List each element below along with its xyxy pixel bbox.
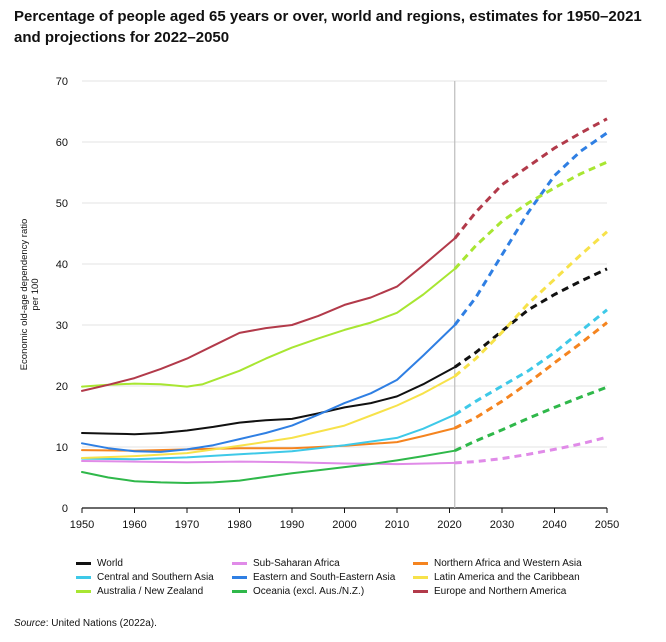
legend-swatch: [413, 561, 428, 565]
y-tick-label: 50: [56, 198, 68, 210]
y-tick-label: 10: [56, 442, 68, 454]
x-tick-label: 2030: [490, 519, 514, 531]
source-text: : United Nations (2022a).: [45, 618, 157, 629]
legend-label: Northern Africa and Western Asia: [434, 557, 582, 569]
legend-item: Central and Southern Asia: [76, 571, 232, 583]
series-line-eastern-and-south-eastern-asia: [81, 324, 456, 453]
y-tick-label: 70: [56, 76, 68, 88]
legend-item: Latin America and the Caribbean: [413, 571, 623, 583]
legend-swatch: [232, 561, 247, 565]
x-tick-label: 2020: [437, 519, 461, 531]
legend-item: Northern Africa and Western Asia: [413, 557, 623, 569]
legend-label: Europe and Northern America: [434, 585, 567, 597]
legend-item: Europe and Northern America: [413, 585, 623, 597]
series-projection-eastern-and-south-eastern-asia: [453, 131, 608, 326]
x-tick-label: 1990: [280, 519, 304, 531]
legend-swatch: [76, 561, 91, 565]
x-tick-label: 1960: [122, 519, 146, 531]
series-projection-sub-saharan-africa: [454, 435, 608, 465]
x-tick-label: 2050: [595, 519, 619, 531]
legend-item: Oceania (excl. Aus./N.Z.): [232, 585, 413, 597]
legend-item: World: [76, 557, 232, 569]
legend-item: Australia / New Zealand: [76, 585, 232, 597]
legend-item: Sub-Saharan Africa: [232, 557, 413, 569]
series-projection-australia-new-zealand: [453, 160, 608, 270]
legend-label: Central and Southern Asia: [97, 571, 214, 583]
legend-swatch: [413, 589, 428, 593]
legend-swatch: [232, 575, 247, 579]
source-label: Source: [14, 618, 46, 629]
y-tick-label: 20: [56, 381, 68, 393]
legend: World Sub-Saharan Africa Northern Africa a…: [76, 557, 656, 597]
series-line-central-and-southern-asia: [81, 413, 456, 461]
series-projection-europe-and-northern-america: [453, 117, 608, 240]
legend-swatch: [76, 589, 91, 593]
series-projection-central-and-southern-asia: [453, 308, 608, 416]
x-tick-label: 1950: [70, 519, 94, 531]
series-line-latin-america-and-the-caribbean: [81, 375, 456, 459]
chart-title: Percentage of people aged 65 years or ov…: [14, 8, 642, 46]
legend-swatch: [76, 575, 91, 579]
legend-swatch: [413, 575, 428, 579]
y-axis-label-line: Economic old-age dependency ratio: [19, 219, 30, 371]
legend-item: Eastern and South-Eastern Asia: [232, 571, 413, 583]
x-tick-label: 2040: [542, 519, 566, 531]
series-line-oceania-excl-aus-n-z: [81, 449, 456, 484]
y-tick-label: 40: [56, 259, 68, 271]
x-tick-label: 1980: [227, 519, 251, 531]
legend-swatch: [232, 589, 247, 593]
legend-label: Oceania (excl. Aus./N.Z.): [253, 585, 365, 597]
series-projection-oceania-excl-aus-n-z: [454, 385, 608, 453]
legend-label: Latin America and the Caribbean: [434, 571, 580, 583]
legend-label: Australia / New Zealand: [97, 585, 204, 597]
legend-label: Sub-Saharan Africa: [253, 557, 340, 569]
y-axis-label-line: per 100: [30, 278, 41, 310]
series-projection-northern-africa-and-western-asia: [454, 321, 608, 430]
series-line-sub-saharan-africa: [81, 460, 456, 466]
series-projection-latin-america-and-the-caribbean: [453, 230, 608, 378]
x-tick-label: 1970: [175, 519, 199, 531]
y-tick-label: 0: [62, 503, 68, 515]
series-line-world: [81, 366, 456, 436]
y-tick-label: 60: [56, 137, 68, 149]
x-tick-label: 2010: [385, 519, 409, 531]
x-tick-label: 2000: [332, 519, 356, 531]
series-projection-world: [453, 267, 608, 369]
series-line-australia-new-zealand: [81, 267, 456, 388]
legend-label: Eastern and South-Eastern Asia: [253, 571, 396, 583]
legend-label: World: [97, 557, 123, 569]
series-line-europe-and-northern-america: [81, 237, 456, 392]
source-note: Source: United Nations (2022a).: [14, 618, 157, 629]
y-tick-label: 30: [56, 320, 68, 332]
y-axis-label: Economic old-age dependency ratioper 100: [19, 219, 41, 371]
series-line-northern-africa-and-western-asia: [81, 427, 456, 452]
